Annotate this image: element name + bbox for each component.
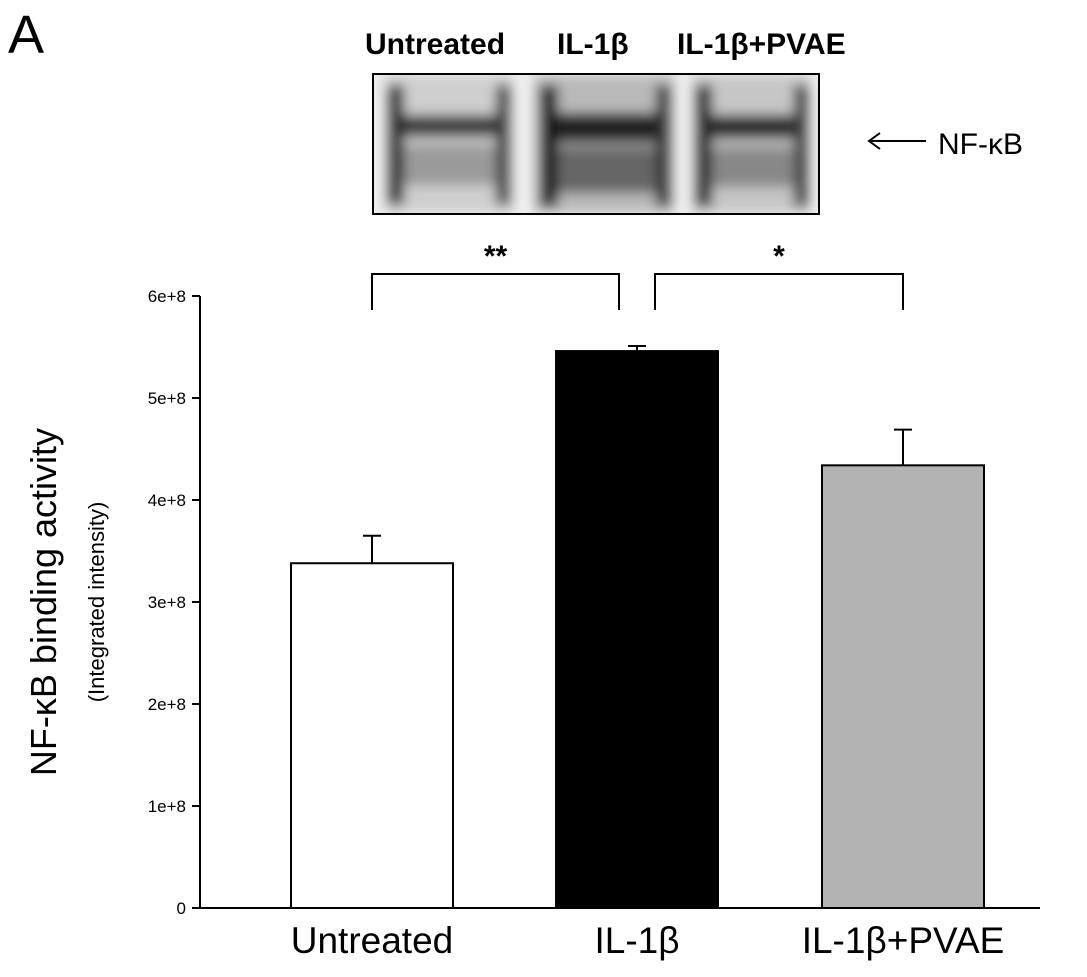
bar-2 — [821, 464, 985, 909]
x-tick-label-2: IL-1β+PVAE — [802, 920, 1005, 961]
band-label-nfkb: NF-κB — [938, 128, 1023, 161]
lane-label-il1b: IL-1β — [557, 28, 629, 61]
y-tick-label-6: 6e+8 — [148, 287, 186, 306]
blot-lane-3 — [692, 75, 810, 213]
y-tick-label-4: 4e+8 — [148, 491, 186, 510]
significance-label-1: * — [773, 240, 785, 273]
significance-label-0: ** — [484, 240, 508, 273]
significance-bracket-0 — [371, 273, 620, 310]
lane-label-il1b-pvae: IL-1β+PVAE — [677, 28, 846, 61]
blot-lane-2 — [534, 75, 674, 213]
band-arrow-icon — [867, 132, 926, 150]
y-tick-label-2: 2e+8 — [148, 695, 186, 714]
blot-bands — [374, 75, 818, 213]
panel-label: A — [8, 5, 45, 65]
bar-0 — [290, 562, 454, 909]
y-tick-label-3: 3e+8 — [148, 593, 186, 612]
y-tick-label-5: 5e+8 — [148, 389, 186, 408]
y-tick-label-0: 0 — [177, 899, 186, 918]
lane-label-untreated: Untreated — [365, 28, 506, 61]
x-tick-label-1: IL-1β — [594, 920, 679, 961]
y-tick-label-1: 1e+8 — [148, 797, 186, 816]
blot-lane-1 — [384, 75, 514, 213]
y-axis-subtitle: (Integrated intensity) — [84, 502, 109, 703]
significance-bracket-1 — [654, 273, 904, 310]
western-blot-image — [372, 73, 820, 215]
x-tick-label-0: Untreated — [291, 920, 454, 961]
y-axis-title: NF-κB binding activity — [23, 428, 64, 776]
bar-1 — [555, 350, 719, 909]
